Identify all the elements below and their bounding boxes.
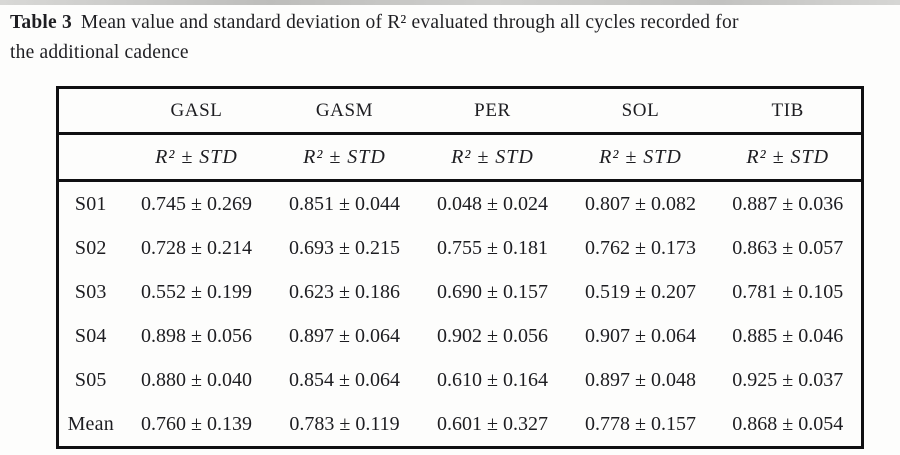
cell-s01-per: 0.048 ± 0.024 xyxy=(437,192,548,215)
results-table: GASL GASM PER SOL TIB R² ± STD R² ± STD … xyxy=(56,86,864,449)
cell-s04-gasl: 0.898 ± 0.056 xyxy=(141,324,252,347)
table-caption: Table 3 Mean value and standard deviation… xyxy=(10,8,900,68)
cell-s04-tib: 0.885 ± 0.046 xyxy=(732,324,844,347)
cell-s01-gasl: 0.745 ± 0.269 xyxy=(141,192,252,215)
cell-s03-per: 0.690 ± 0.157 xyxy=(437,280,548,303)
table-row-s05: S05 0.880 ± 0.040 0.854 ± 0.064 0.610 ± … xyxy=(58,358,863,402)
cell-s02-gasl: 0.728 ± 0.214 xyxy=(141,236,252,259)
row-label: S03 xyxy=(74,280,107,303)
cell-s04-per: 0.902 ± 0.056 xyxy=(437,324,548,347)
column-header-sol: SOL xyxy=(566,87,715,135)
cell-s04-sol: 0.907 ± 0.064 xyxy=(585,324,696,347)
cell-s01-gasm: 0.851 ± 0.044 xyxy=(289,192,400,215)
cell-mean-tib: 0.868 ± 0.054 xyxy=(732,412,844,435)
cell-s02-sol: 0.762 ± 0.173 xyxy=(585,236,696,259)
cell-s03-sol: 0.519 ± 0.207 xyxy=(585,280,696,303)
row-label: S02 xyxy=(74,236,107,259)
cell-s02-tib: 0.863 ± 0.057 xyxy=(732,236,844,259)
cell-s05-tib: 0.925 ± 0.037 xyxy=(732,368,844,391)
row-label: S01 xyxy=(74,192,107,215)
cell-s05-sol: 0.897 ± 0.048 xyxy=(585,368,696,391)
cell-s05-gasm: 0.854 ± 0.064 xyxy=(289,368,400,391)
caption-label: Table 3 xyxy=(10,12,72,33)
header-row-metric: R² ± STD R² ± STD R² ± STD R² ± STD R² ±… xyxy=(57,133,863,182)
table-row-s02: S02 0.728 ± 0.214 0.693 ± 0.215 0.755 ± … xyxy=(58,226,863,270)
column-header-per: PER xyxy=(418,87,567,135)
row-label: Mean xyxy=(67,412,114,435)
row-label: S05 xyxy=(74,368,107,391)
table-row-s01: S01 0.745 ± 0.269 0.851 ± 0.044 0.048 ± … xyxy=(58,181,863,227)
cell-s01-sol: 0.807 ± 0.082 xyxy=(585,192,696,215)
column-header-gasm: GASM xyxy=(270,87,419,135)
cell-s05-gasl: 0.880 ± 0.040 xyxy=(141,368,252,391)
header-row-muscles: GASL GASM PER SOL TIB xyxy=(57,87,863,135)
column-header-gasl: GASL xyxy=(122,87,271,135)
caption-line-2: the additional cadence xyxy=(10,42,189,63)
cell-s03-tib: 0.781 ± 0.105 xyxy=(732,280,844,303)
cell-s05-per: 0.610 ± 0.164 xyxy=(437,368,548,391)
subheader-per: R² ± STD xyxy=(418,133,567,182)
cell-s01-tib: 0.887 ± 0.036 xyxy=(732,192,844,215)
cell-s02-per: 0.755 ± 0.181 xyxy=(437,236,548,259)
cell-mean-sol: 0.778 ± 0.157 xyxy=(585,412,696,435)
cell-mean-gasm: 0.783 ± 0.119 xyxy=(289,412,400,435)
results-table-container: GASL GASM PER SOL TIB R² ± STD R² ± STD … xyxy=(56,86,864,449)
caption-line-1: Table 3 Mean value and standard deviation… xyxy=(10,8,900,38)
caption-text: Mean value and standard deviation of R² … xyxy=(80,12,739,33)
cell-s03-gasl: 0.552 ± 0.199 xyxy=(141,280,252,303)
cell-s04-gasm: 0.897 ± 0.064 xyxy=(289,324,400,347)
subheader-tib: R² ± STD xyxy=(714,133,863,182)
cell-s03-gasm: 0.623 ± 0.186 xyxy=(289,280,400,303)
column-header-tib: TIB xyxy=(714,87,863,135)
corner-cell xyxy=(57,87,123,135)
cell-mean-gasl: 0.760 ± 0.139 xyxy=(141,412,252,435)
row-label: S04 xyxy=(74,324,107,347)
subheader-gasl: R² ± STD xyxy=(122,133,271,182)
cell-s02-gasm: 0.693 ± 0.215 xyxy=(289,236,400,259)
table-row-s03: S03 0.552 ± 0.199 0.623 ± 0.186 0.690 ± … xyxy=(58,270,863,314)
subheader-gasm: R² ± STD xyxy=(270,133,419,182)
scan-artifact-top xyxy=(0,0,900,5)
table-row-s04: S04 0.898 ± 0.056 0.897 ± 0.064 0.902 ± … xyxy=(58,314,863,358)
corner-cell xyxy=(57,133,123,182)
table-row-mean: Mean 0.760 ± 0.139 0.783 ± 0.119 0.601 ±… xyxy=(58,402,863,448)
cell-mean-per: 0.601 ± 0.327 xyxy=(437,412,548,435)
subheader-sol: R² ± STD xyxy=(566,133,715,182)
